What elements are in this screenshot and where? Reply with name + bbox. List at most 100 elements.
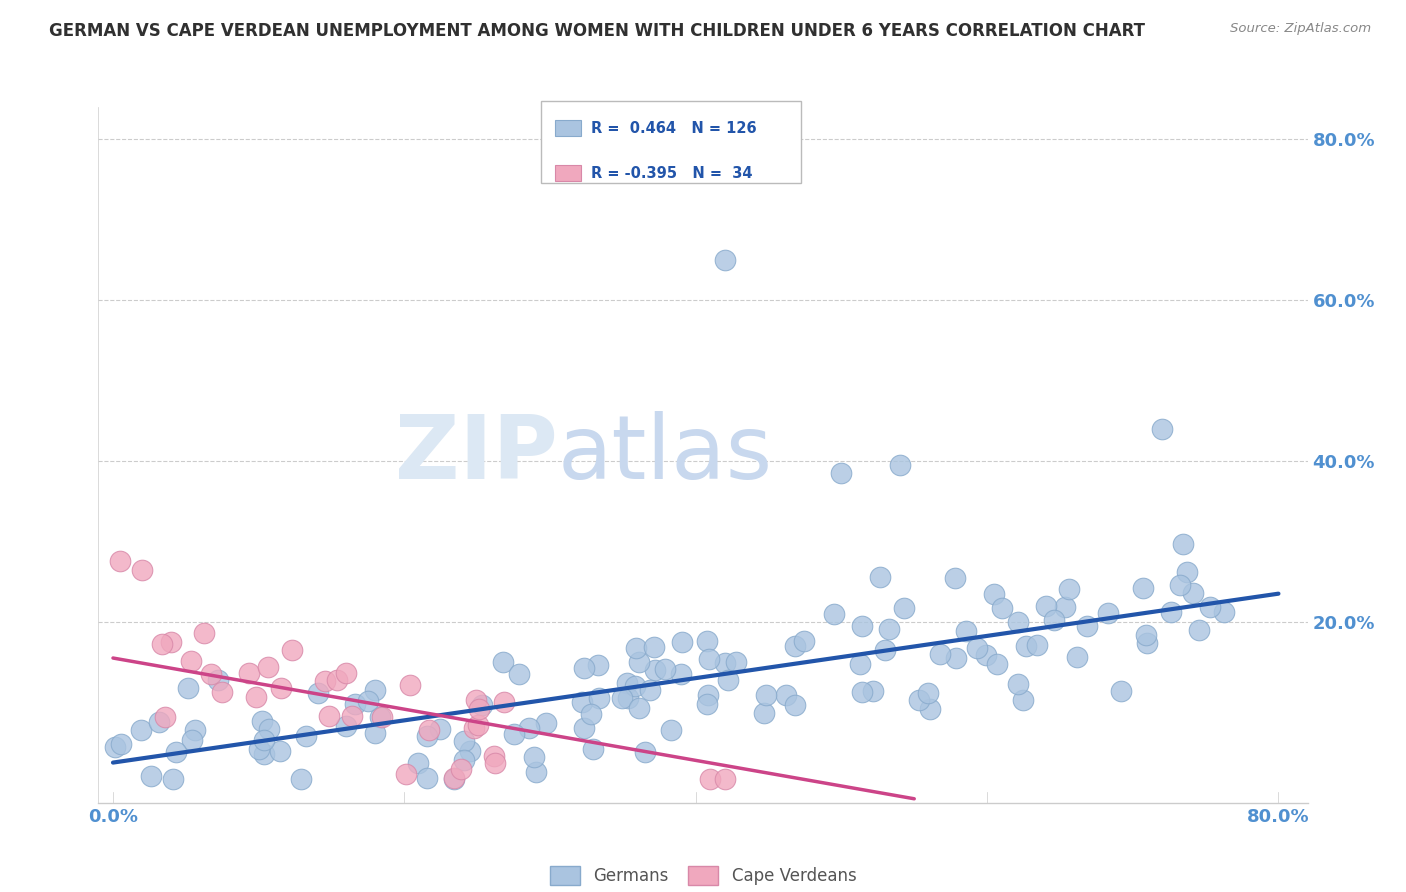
- Point: [616, 676, 638, 690]
- Point: [453, 734, 475, 748]
- Point: [416, 771, 439, 785]
- Point: [162, 772, 184, 786]
- Point: [211, 685, 233, 699]
- Point: [270, 681, 292, 695]
- Point: [725, 655, 748, 669]
- Point: [141, 769, 163, 783]
- Point: [1135, 628, 1157, 642]
- Point: [443, 772, 465, 786]
- Point: [920, 702, 942, 716]
- Point: [659, 723, 682, 738]
- Point: [314, 674, 336, 689]
- Point: [623, 680, 645, 694]
- Point: [699, 772, 721, 786]
- Point: [503, 727, 526, 741]
- Text: Source: ZipAtlas.com: Source: ZipAtlas.com: [1230, 22, 1371, 36]
- Point: [1168, 578, 1191, 592]
- Point: [582, 742, 605, 756]
- Point: [524, 764, 547, 779]
- Point: [669, 666, 692, 681]
- Point: [517, 721, 540, 735]
- Point: [415, 729, 437, 743]
- Point: [1015, 639, 1038, 653]
- Point: [443, 771, 465, 785]
- Point: [1160, 605, 1182, 619]
- Point: [1181, 586, 1204, 600]
- Point: [644, 664, 666, 678]
- Point: [851, 618, 873, 632]
- Point: [877, 622, 900, 636]
- Point: [371, 710, 394, 724]
- Point: [110, 737, 132, 751]
- Point: [1066, 649, 1088, 664]
- Point: [238, 666, 260, 681]
- Point: [464, 693, 486, 707]
- Point: [257, 722, 280, 736]
- Point: [1057, 582, 1080, 597]
- Point: [571, 695, 593, 709]
- Legend: Germans, Cape Verdeans: Germans, Cape Verdeans: [543, 859, 863, 892]
- Point: [628, 655, 651, 669]
- Point: [1025, 638, 1047, 652]
- Point: [458, 744, 481, 758]
- Point: [356, 694, 378, 708]
- Point: [830, 466, 852, 480]
- Point: [340, 709, 363, 723]
- Point: [1135, 636, 1157, 650]
- Point: [1097, 606, 1119, 620]
- Point: [256, 660, 278, 674]
- Point: [1011, 693, 1033, 707]
- Text: R = -0.395   N =  34: R = -0.395 N = 34: [591, 166, 752, 180]
- Point: [717, 673, 740, 688]
- Point: [1007, 615, 1029, 629]
- Text: GERMAN VS CAPE VERDEAN UNEMPLOYMENT AMONG WOMEN WITH CHILDREN UNDER 6 YEARS CORR: GERMAN VS CAPE VERDEAN UNEMPLOYMENT AMON…: [49, 22, 1146, 40]
- Point: [492, 695, 515, 709]
- Point: [492, 655, 515, 669]
- Point: [633, 745, 655, 759]
- Point: [395, 767, 418, 781]
- Point: [450, 762, 472, 776]
- Point: [616, 690, 638, 705]
- Point: [344, 698, 367, 712]
- Point: [775, 688, 797, 702]
- Point: [406, 756, 429, 770]
- Point: [253, 747, 276, 761]
- Point: [966, 641, 988, 656]
- Point: [418, 723, 440, 737]
- Point: [626, 640, 648, 655]
- Point: [1043, 613, 1066, 627]
- Point: [290, 772, 312, 786]
- Point: [160, 635, 183, 649]
- Point: [752, 706, 775, 721]
- Point: [335, 719, 357, 733]
- Point: [628, 700, 651, 714]
- Point: [1175, 566, 1198, 580]
- Point: [184, 723, 207, 738]
- Point: [1132, 581, 1154, 595]
- Point: [917, 686, 939, 700]
- Point: [1198, 599, 1220, 614]
- Point: [1076, 619, 1098, 633]
- Point: [823, 607, 845, 622]
- Point: [180, 733, 202, 747]
- Point: [586, 657, 609, 672]
- Point: [468, 702, 491, 716]
- Point: [654, 662, 676, 676]
- Text: atlas: atlas: [558, 411, 773, 499]
- Point: [851, 684, 873, 698]
- Point: [793, 634, 815, 648]
- Point: [783, 698, 806, 712]
- Point: [986, 657, 1008, 671]
- Point: [696, 634, 718, 648]
- Point: [399, 678, 422, 692]
- Point: [129, 723, 152, 738]
- Point: [508, 667, 530, 681]
- Point: [714, 252, 737, 267]
- Point: [1150, 422, 1173, 436]
- Point: [1007, 676, 1029, 690]
- Point: [523, 750, 546, 764]
- Point: [177, 681, 200, 696]
- Point: [588, 691, 610, 706]
- Point: [755, 688, 778, 702]
- Point: [193, 626, 215, 640]
